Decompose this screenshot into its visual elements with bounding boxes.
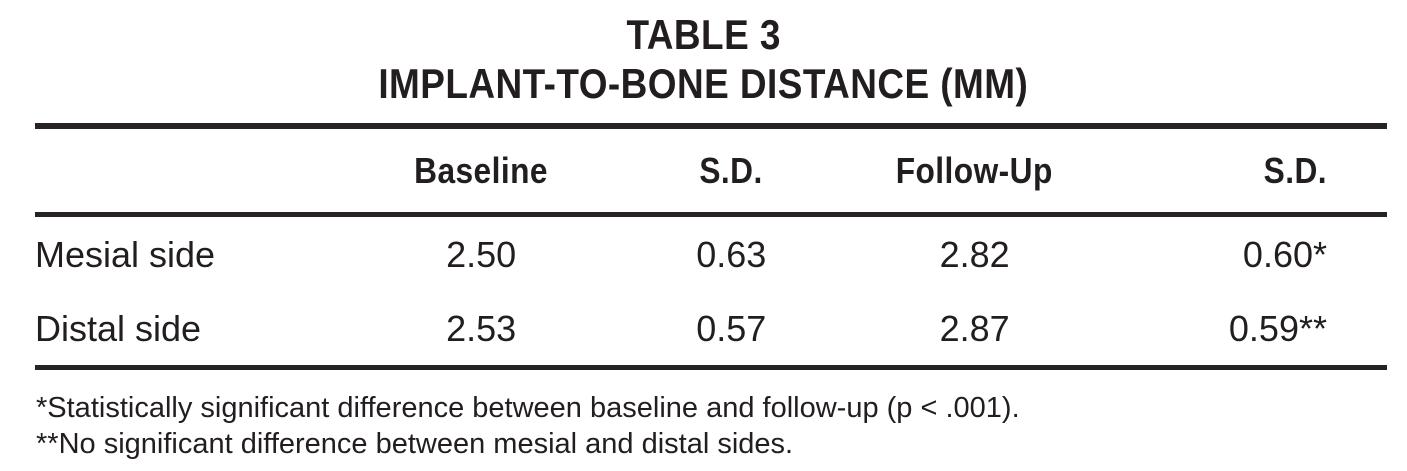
cell-mesial-sd-baseline: 0.63 [696,234,767,275]
header-baseline-text: Baseline [414,150,549,191]
table-caption-text: IMPLANT-TO-BONE DISTANCE (MM) [378,60,1029,107]
table-footnotes: *Statistically significant difference be… [36,390,1387,462]
table-title-block: TABLE 3 IMPLANT-TO-BONE DISTANCE (MM) [0,0,1407,108]
header-baseline: Baseline [345,126,617,217]
table-row-distal: Distal side 2.53 0.57 2.87 0.59** [35,291,1387,370]
table-header: Baseline S.D. Follow-Up S.D. [35,126,1387,217]
header-row: Baseline S.D. Follow-Up S.D. [35,126,1387,217]
header-empty-cell [35,126,346,217]
table-body: Mesial side 2.50 0.63 2.82 0.60* Distal … [35,215,1387,370]
header-followup: Follow-Up [846,126,1104,217]
cell-distal-sd-followup: 0.59** [1103,291,1387,370]
cell-distal-baseline: 2.53 [345,291,617,370]
row-label-mesial: Mesial side [35,234,216,275]
table-number: TABLE 3 [0,10,1407,59]
implant-to-bone-distance-table: Baseline S.D. Follow-Up S.D. Mesial side… [35,123,1387,370]
table-number-text: TABLE 3 [626,11,781,58]
footnote-no-difference: **No significant difference between mesi… [36,428,794,460]
table-caption: IMPLANT-TO-BONE DISTANCE (MM) [0,59,1407,108]
row-label-distal: Distal side [35,291,346,370]
cell-distal-followup: 2.87 [846,291,1104,370]
footnote-statistical-significance: *Statistically significant difference be… [36,392,1020,424]
header-sd-followup-text: S.D. [1263,150,1327,191]
cell-distal-sd-baseline: 0.57 [616,291,847,370]
cell-mesial-sd-followup: 0.60* [1242,234,1327,275]
header-sd-baseline-text: S.D. [699,150,763,191]
table-row-mesial: Mesial side 2.50 0.63 2.82 0.60* [35,215,1387,292]
header-sd-followup: S.D. [1103,126,1387,217]
cell-mesial-baseline: 2.50 [446,234,517,275]
header-sd-baseline: S.D. [616,126,847,217]
cell-mesial-followup: 2.82 [939,234,1010,275]
header-followup-text: Follow-Up [896,150,1054,191]
